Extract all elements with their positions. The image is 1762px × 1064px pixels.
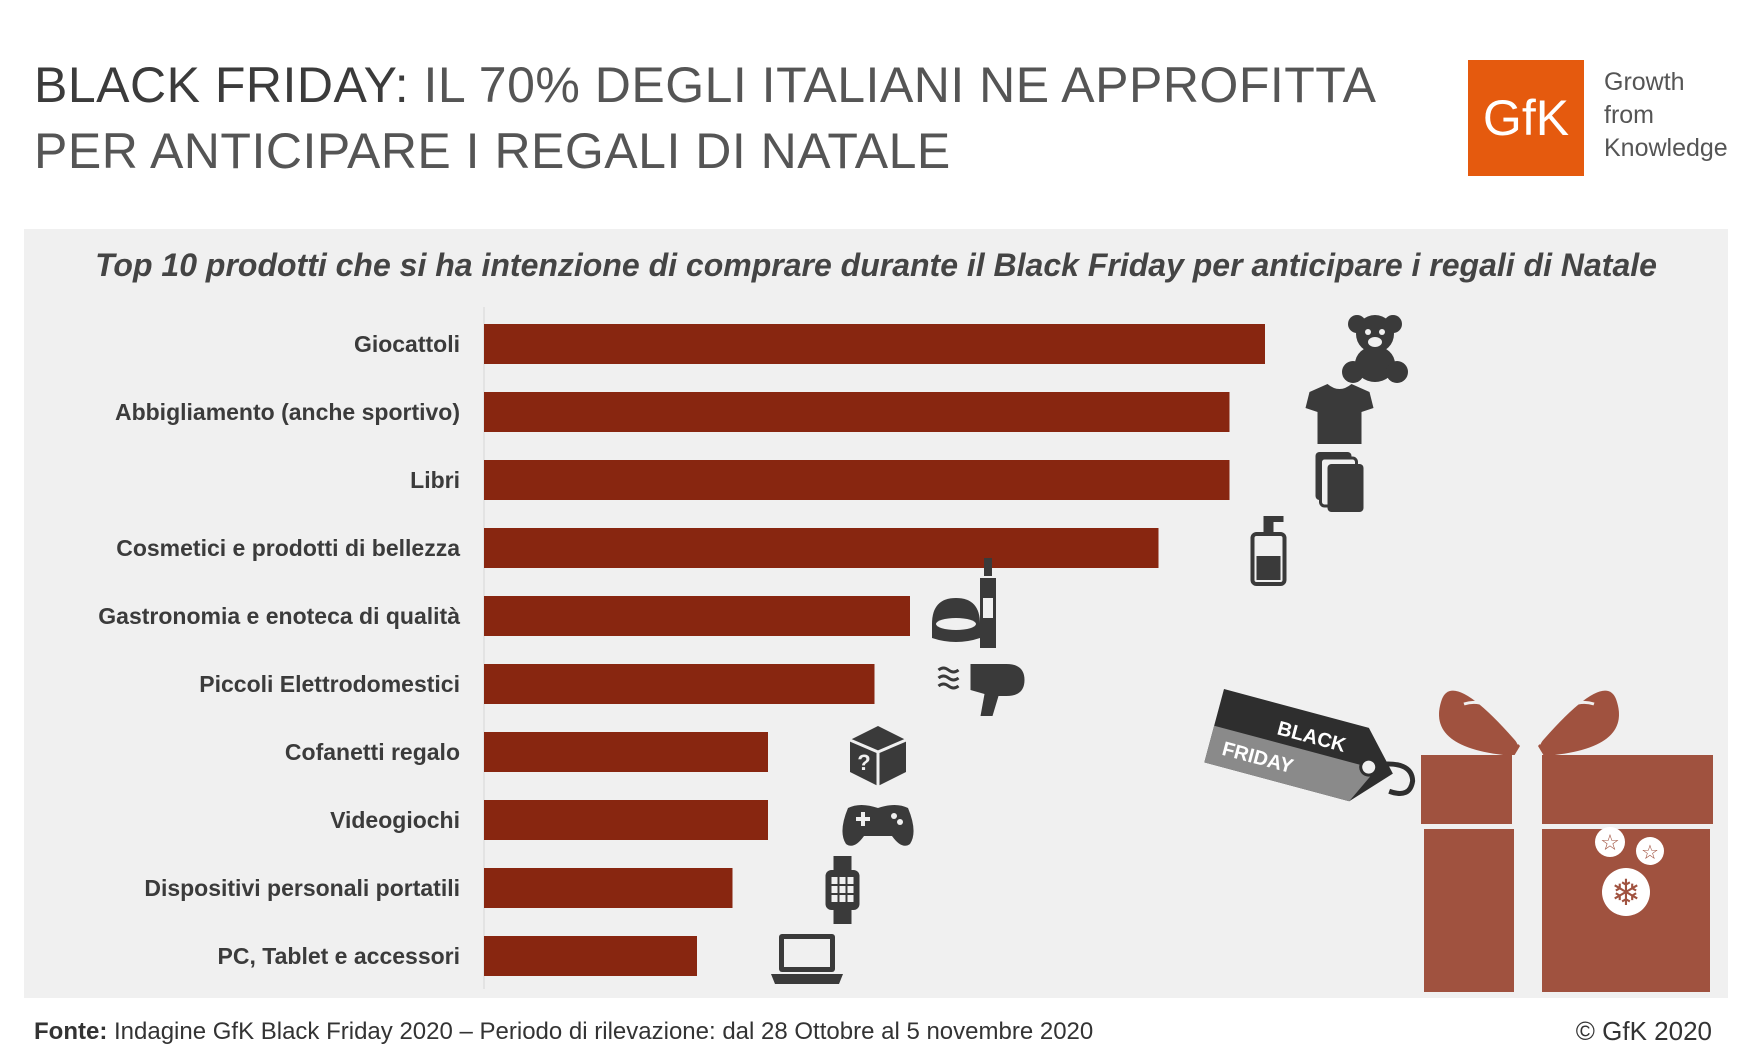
hairdryer-icon bbox=[937, 664, 1025, 716]
cake-and-wine-icon bbox=[932, 558, 996, 648]
tshirt-icon bbox=[1305, 384, 1374, 444]
bar bbox=[484, 936, 697, 976]
bar bbox=[484, 324, 1265, 364]
page-title: BLACK FRIDAY: IL 70% DEGLI ITALIANI NE A… bbox=[34, 52, 1376, 184]
svg-text:☆: ☆ bbox=[1600, 831, 1620, 856]
category-label: Dispositivi personali portatili bbox=[144, 875, 460, 901]
source-text: Indagine GfK Black Friday 2020 – Periodo… bbox=[107, 1018, 1094, 1045]
teddy-bear-icon bbox=[1342, 315, 1408, 383]
bar bbox=[484, 392, 1230, 432]
bar bbox=[484, 664, 875, 704]
category-label: Gastronomia e enoteca di qualità bbox=[98, 603, 460, 629]
source-note: Fonte: Indagine GfK Black Friday 2020 – … bbox=[34, 1018, 1093, 1046]
category-label: Cofanetti regalo bbox=[285, 739, 460, 765]
chart-title: Top 10 prodotti che si ha intenzione di … bbox=[95, 247, 1657, 283]
category-label: Cosmetici e prodotti di bellezza bbox=[116, 535, 460, 561]
copyright: © GfK 2020 bbox=[1575, 1016, 1712, 1046]
bar bbox=[484, 800, 768, 840]
mystery-box-icon: ? bbox=[849, 726, 907, 786]
category-label: PC, Tablet e accessori bbox=[218, 943, 460, 969]
svg-text:☆: ☆ bbox=[1641, 840, 1659, 864]
title-strong: BLACK FRIDAY: bbox=[34, 57, 410, 113]
title-rest: IL 70% DEGLI ITALIANI NE APPROFITTA bbox=[409, 57, 1377, 113]
logo-mark: GfK bbox=[1482, 90, 1570, 146]
bar bbox=[484, 732, 768, 772]
category-label: Piccoli Elettrodomestici bbox=[199, 671, 460, 697]
source-label: Fonte: bbox=[34, 1018, 108, 1045]
title-line-1: BLACK FRIDAY: IL 70% DEGLI ITALIANI NE A… bbox=[34, 52, 1376, 118]
bar bbox=[484, 596, 910, 636]
laptop-icon bbox=[771, 934, 843, 984]
tagline-3: Knowledge bbox=[1604, 134, 1728, 162]
gamepad-icon bbox=[842, 805, 914, 846]
bar-chart: Giocattoli Abbigliamento (anche sportivo)… bbox=[98, 307, 1713, 992]
books-icon bbox=[1315, 452, 1364, 512]
tagline-2: from bbox=[1604, 101, 1654, 129]
logo-tagline: Growth from Knowledge bbox=[1604, 66, 1728, 165]
bar bbox=[484, 868, 733, 908]
title-line-2: PER ANTICIPARE I REGALI DI NATALE bbox=[34, 123, 951, 179]
tagline-1: Growth bbox=[1604, 68, 1685, 96]
category-label: Libri bbox=[410, 467, 460, 493]
cosmetic-bottle-icon bbox=[1250, 516, 1287, 586]
gfk-logo: GfK bbox=[1468, 60, 1584, 176]
gift-box-icon: ☆ ☆❄ bbox=[1421, 690, 1713, 992]
chart-panel: Giocattoli Abbigliamento (anche sportivo)… bbox=[24, 229, 1728, 998]
category-label: Abbigliamento (anche sportivo) bbox=[115, 399, 460, 425]
category-label: Giocattoli bbox=[354, 331, 460, 357]
bar bbox=[484, 528, 1159, 568]
smartwatch-icon bbox=[825, 856, 860, 924]
svg-text:?: ? bbox=[857, 750, 870, 775]
category-label: Videogiochi bbox=[330, 807, 460, 833]
svg-text:❄: ❄ bbox=[1611, 873, 1641, 914]
bar bbox=[484, 460, 1230, 500]
